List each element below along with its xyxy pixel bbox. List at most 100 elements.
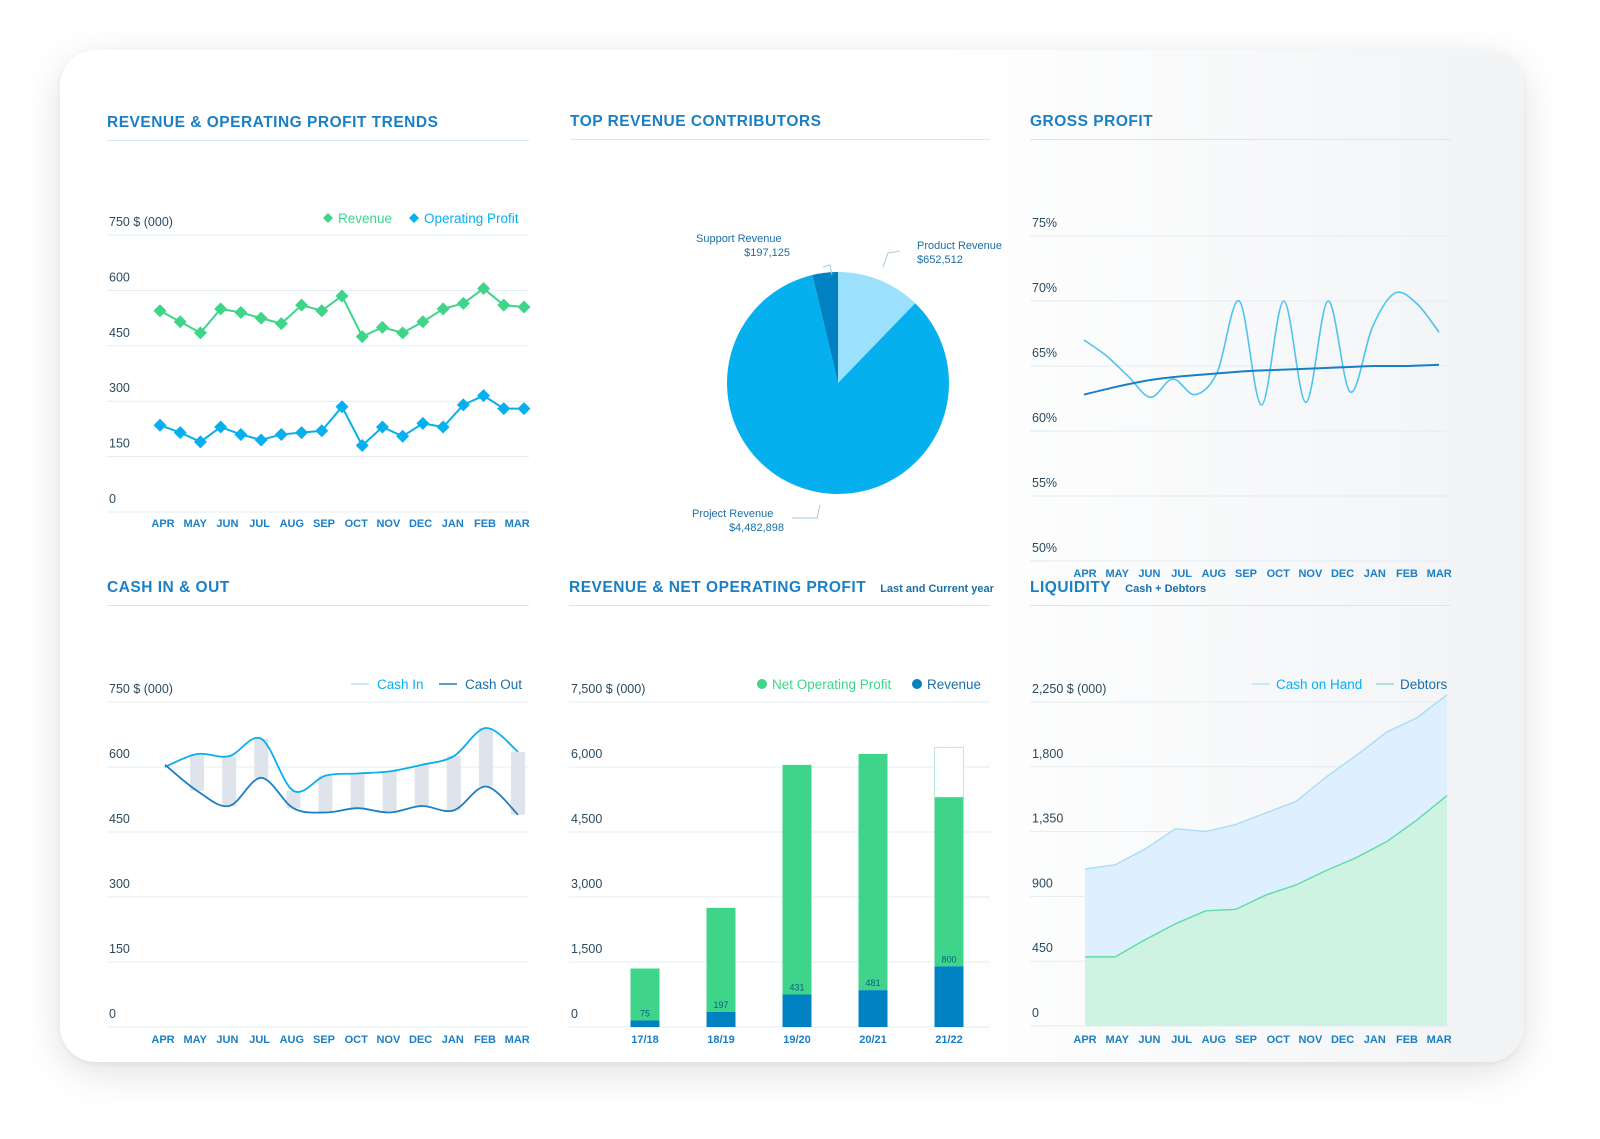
x-tick-label: SEP [1235, 1034, 1257, 1046]
target-bar-outline [934, 747, 964, 798]
gross-profit-chart: 50% 55% 60% 65% 70% 75% APR MAY JUN JUL AUG SEP OCT N… [1030, 216, 1452, 580]
operating-profit-point [315, 424, 329, 438]
y-tick-label: 150 [109, 437, 130, 451]
y-tick-label: 75% [1032, 216, 1057, 230]
x-tick-label: NOV [1298, 1034, 1323, 1046]
operating-profit-point [295, 426, 309, 440]
net-op-profit-bar [706, 907, 736, 1012]
x-tick-label: APR [1073, 1034, 1096, 1046]
x-tick-label: NOV [376, 518, 401, 530]
revenue-point [517, 300, 531, 314]
revenue-point [234, 306, 248, 320]
revenue-point [335, 289, 349, 303]
operating-profit-point [234, 427, 248, 441]
x-tick-label: SEP [313, 1034, 335, 1046]
y-tick-label: 50% [1032, 541, 1057, 555]
operating-profit-point [517, 402, 531, 416]
x-tick-label: JUL [249, 1034, 270, 1046]
y-tick-label: 300 [109, 877, 130, 891]
net-op-profit-bar [630, 968, 660, 1021]
net-op-profit-bar [858, 754, 888, 991]
x-tick-label: 19/20 [783, 1034, 811, 1046]
cash-gap-bar [318, 775, 333, 813]
revenue-point [153, 304, 167, 318]
operating-profit-point [173, 426, 187, 440]
y-tick-label: 0 [109, 492, 116, 506]
y-tick-label: 300 [109, 381, 130, 395]
cash-gap-bar [511, 751, 525, 815]
revenue-point [355, 330, 369, 344]
revenue-net-op-profit-panel: REVENUE & NET OPERATING PROFIT Last and C… [569, 579, 994, 1046]
y-tick-label: 450 [1032, 941, 1053, 955]
x-tick-label: FEB [1396, 1034, 1418, 1046]
x-tick-label: JAN [1364, 1034, 1386, 1046]
legend-revenue-marker [323, 213, 333, 223]
operating-profit-point [254, 433, 268, 447]
revenue-point [416, 315, 430, 329]
x-tick-label: MAY [183, 1034, 207, 1046]
callout-value: $197,125 [744, 247, 790, 259]
legend-cash-out-label: Cash Out [465, 677, 522, 692]
debtors-area [1085, 795, 1447, 1026]
legend-cash-on-hand-label: Cash on Hand [1276, 677, 1362, 692]
y-tick-label: 60% [1032, 411, 1057, 425]
panel-title: REVENUE & OPERATING PROFIT TRENDS [107, 114, 439, 131]
cash-in-line [164, 727, 519, 793]
panel-title: CASH IN & OUT [107, 579, 230, 596]
callout-value: $4,482,898 [729, 522, 784, 534]
y-tick-label: 1,500 [571, 942, 602, 956]
revenue-data-label: 481 [865, 978, 880, 988]
top-revenue-contributors-panel: TOP REVENUE CONTRIBUTORS Support Revenue… [570, 113, 1002, 534]
revenue-data-label: 800 [941, 954, 956, 964]
x-tick-label: AUG [280, 518, 304, 530]
x-tick-label: FEB [474, 518, 496, 530]
x-tick-label: MAR [505, 518, 530, 530]
x-tick-label: OCT [345, 1034, 369, 1046]
y-tick-label: 0 [1032, 1006, 1039, 1020]
cash-gap-bar [222, 756, 237, 806]
y-tick-label: 150 [109, 942, 130, 956]
y-tick-label: 0 [571, 1007, 578, 1021]
x-tick-label: DEC [409, 518, 432, 530]
x-tick-label: MAR [1427, 1034, 1452, 1046]
x-tick-label: APR [151, 1034, 174, 1046]
legend-operating-profit-label: Operating Profit [424, 211, 519, 226]
x-tick-label: JUN [1138, 1034, 1160, 1046]
gross-profit-trend-line [1083, 363, 1440, 396]
legend-operating-profit-marker [409, 213, 419, 223]
title-divider [107, 605, 529, 606]
callout-label: Project Revenue [692, 508, 773, 520]
title-divider [107, 140, 529, 141]
legend-debtors-label: Debtors [1400, 677, 1448, 692]
dashboard-card: REVENUE & OPERATING PROFIT TRENDS 0 150 30… [60, 50, 1524, 1062]
net-op-profit-bar [782, 764, 812, 995]
panel-title: REVENUE & NET OPERATING PROFIT Last and C… [569, 579, 994, 597]
y-tick-label: 750 $ (000) [109, 215, 173, 229]
x-tick-label: DEC [1331, 568, 1354, 580]
pie-slice [812, 272, 838, 383]
revenue-data-label: 75 [640, 1009, 650, 1019]
legend-revenue-label: Revenue [338, 211, 392, 226]
x-tick-label: 20/21 [859, 1034, 887, 1046]
revenue-bar [630, 1020, 660, 1027]
operating-profit-point [214, 420, 228, 434]
revenue-op-trends-panel: REVENUE & OPERATING PROFIT TRENDS 0 150 30… [107, 114, 531, 534]
title-divider [569, 605, 990, 606]
panel-subtitle: Cash + Debtors [1125, 583, 1207, 595]
x-tick-label: FEB [474, 1034, 496, 1046]
operating-profit-point [456, 398, 470, 412]
revenue-point [315, 304, 329, 318]
revenue-bar [782, 994, 812, 1027]
cash-gap-bar [478, 728, 493, 787]
pie-slice [727, 274, 949, 494]
y-tick-label: 450 [109, 812, 130, 826]
x-tick-label: 18/19 [707, 1034, 735, 1046]
gross-profit-panel: GROSS PROFIT 50% 55% 60% 65% 70% 75% APR MAY JUN… [1030, 113, 1452, 580]
callout-label: Product Revenue [917, 240, 1002, 252]
x-tick-label: JUN [1138, 568, 1160, 580]
operating-profit-point [153, 418, 167, 432]
liquidity-panel: LIQUIDITY Cash + Debtors 0 450 900 1,350 1,80… [1030, 579, 1452, 1046]
x-tick-label: FEB [1396, 568, 1418, 580]
operating-profit-point [193, 435, 207, 449]
operating-profit-point [396, 429, 410, 443]
